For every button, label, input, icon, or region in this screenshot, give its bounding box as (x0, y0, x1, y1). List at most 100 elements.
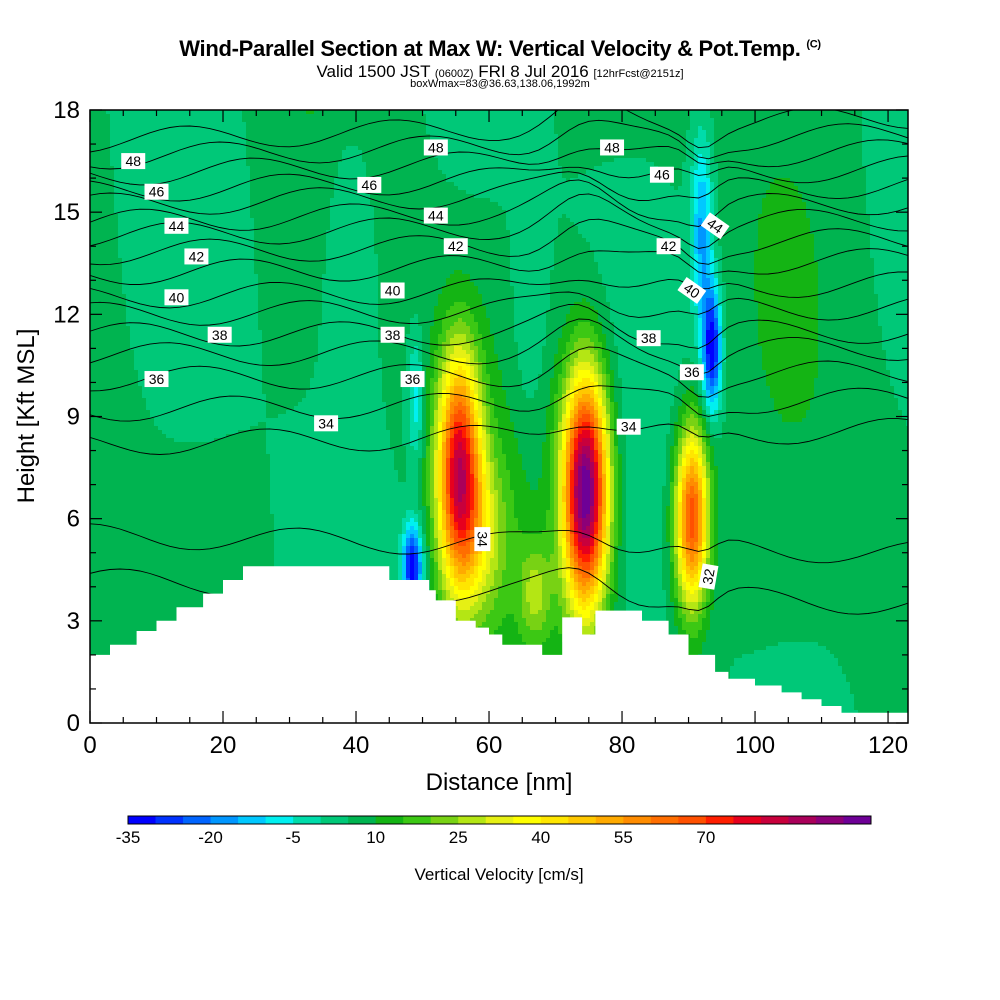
velocity-cell (126, 594, 131, 599)
velocity-cell (102, 346, 107, 351)
velocity-cell (106, 158, 111, 163)
velocity-cell (114, 338, 119, 343)
velocity-cell (98, 250, 103, 255)
velocity-cell (114, 578, 119, 583)
velocity-cell (102, 646, 107, 651)
velocity-cell (98, 426, 103, 431)
velocity-cell (110, 374, 115, 379)
velocity-cell (122, 410, 127, 415)
velocity-cell (102, 510, 107, 515)
velocity-cell (118, 250, 123, 255)
velocity-cell (134, 270, 139, 275)
velocity-cell (114, 266, 119, 271)
velocity-cell (94, 610, 99, 615)
velocity-cell (94, 422, 99, 427)
velocity-cell (126, 310, 131, 315)
velocity-cell (114, 122, 119, 127)
velocity-cell (126, 606, 131, 611)
velocity-cell (122, 218, 127, 223)
velocity-cell (126, 522, 131, 527)
velocity-cell (130, 250, 135, 255)
velocity-cell (114, 610, 119, 615)
velocity-cell (122, 514, 127, 519)
velocity-cell (126, 406, 131, 411)
velocity-cell (110, 506, 115, 511)
velocity-cell (130, 254, 135, 259)
velocity-cell (102, 350, 107, 355)
velocity-cell (106, 298, 111, 303)
velocity-cell (118, 218, 123, 223)
velocity-cell (118, 310, 123, 315)
velocity-cell (114, 550, 119, 555)
velocity-cell (106, 314, 111, 319)
velocity-cell (134, 290, 139, 295)
velocity-cell (102, 202, 107, 207)
velocity-cell (98, 162, 103, 167)
velocity-cell (110, 474, 115, 479)
velocity-cell (102, 274, 107, 279)
velocity-cell (110, 634, 115, 639)
velocity-cell (102, 542, 107, 547)
velocity-cell (106, 350, 111, 355)
velocity-cell (122, 562, 127, 567)
velocity-cell (102, 454, 107, 459)
velocity-cell (118, 418, 123, 423)
velocity-cell (98, 266, 103, 271)
velocity-cell (130, 634, 135, 639)
velocity-cell (102, 514, 107, 519)
velocity-cell (110, 310, 115, 315)
velocity-cell (130, 274, 135, 279)
velocity-cell (134, 262, 139, 267)
velocity-cell (122, 242, 127, 247)
velocity-cell (110, 598, 115, 603)
velocity-cell (102, 602, 107, 607)
velocity-cell (102, 394, 107, 399)
velocity-cell (102, 586, 107, 591)
velocity-cell (126, 538, 131, 543)
velocity-cell (118, 118, 123, 123)
velocity-cell (110, 154, 115, 159)
velocity-cell (118, 374, 123, 379)
velocity-cell (122, 134, 127, 139)
velocity-cell (118, 490, 123, 495)
velocity-cell (126, 378, 131, 383)
velocity-cell (122, 294, 127, 299)
velocity-cell (94, 510, 99, 515)
velocity-cell (122, 538, 127, 543)
velocity-cell (110, 578, 115, 583)
velocity-cell (130, 326, 135, 331)
velocity-cell (118, 634, 123, 639)
velocity-cell (102, 126, 107, 131)
velocity-cell (102, 210, 107, 215)
velocity-cell (114, 546, 119, 551)
velocity-cell (126, 470, 131, 475)
velocity-cell (106, 450, 111, 455)
velocity-cell (110, 430, 115, 435)
velocity-cell (130, 462, 135, 467)
velocity-cell (102, 186, 107, 191)
velocity-cell (94, 622, 99, 627)
velocity-cell (134, 442, 139, 447)
velocity-cell (114, 342, 119, 347)
velocity-cell (122, 454, 127, 459)
velocity-cell (130, 238, 135, 243)
velocity-cell (98, 378, 103, 383)
velocity-cell (110, 406, 115, 411)
velocity-cell (106, 422, 111, 427)
velocity-cell (122, 622, 127, 627)
velocity-cell (114, 634, 119, 639)
velocity-cell (130, 598, 135, 603)
velocity-cell (126, 234, 131, 239)
velocity-cell (122, 534, 127, 539)
velocity-cell (134, 430, 139, 435)
velocity-cell (130, 430, 135, 435)
velocity-cell (94, 386, 99, 391)
velocity-cell (106, 626, 111, 631)
velocity-cell (98, 434, 103, 439)
velocity-cell (130, 570, 135, 575)
velocity-cell (98, 646, 103, 651)
velocity-cell (114, 618, 119, 623)
velocity-cell (126, 390, 131, 395)
velocity-cell (122, 318, 127, 323)
velocity-cell (122, 570, 127, 575)
